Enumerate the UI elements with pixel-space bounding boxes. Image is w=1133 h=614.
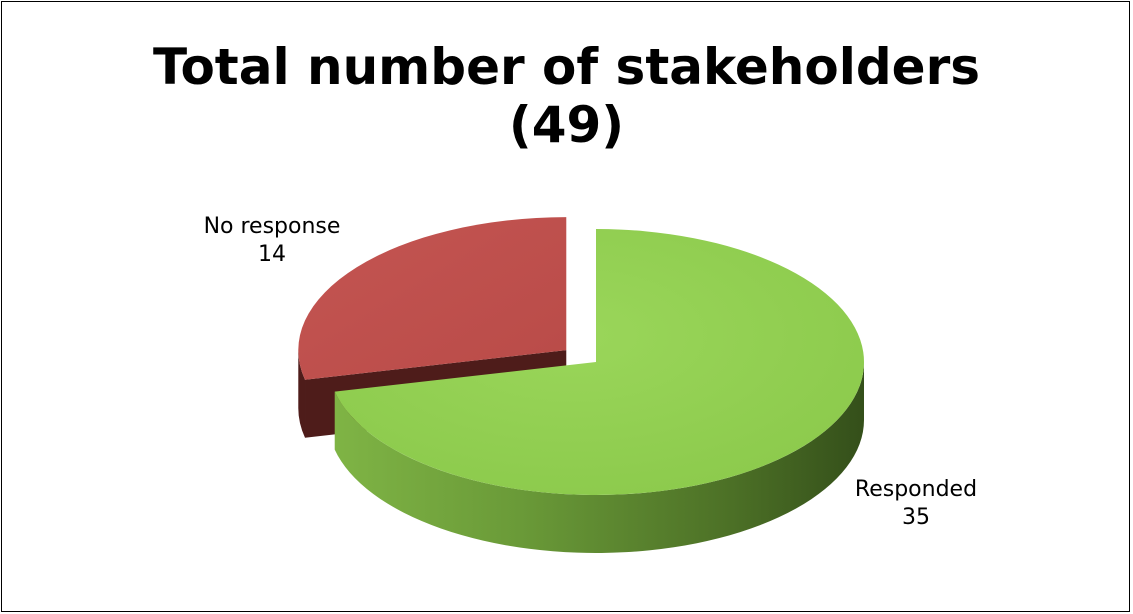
chart-title: Total number of stakeholders (49) <box>2 38 1131 154</box>
slice-side-no-response-0 <box>298 350 306 438</box>
slice-responded <box>334 229 864 553</box>
data-label-responded-value: 35 <box>902 505 930 530</box>
data-label-responded-category: Responded <box>855 477 977 502</box>
chart-title-line2: (49) <box>508 96 625 154</box>
pie-labels: Responded 35 No response 14 <box>204 214 977 530</box>
pie-slices <box>298 217 864 553</box>
slice-top-no-response <box>298 217 567 380</box>
data-label-no-response-value: 14 <box>258 242 286 267</box>
slice-side-responded-0 <box>334 362 864 553</box>
data-label-no-response-category: No response <box>204 214 341 239</box>
slice-top-responded <box>334 229 864 495</box>
chart-title-line1: Total number of stakeholders <box>152 38 980 96</box>
